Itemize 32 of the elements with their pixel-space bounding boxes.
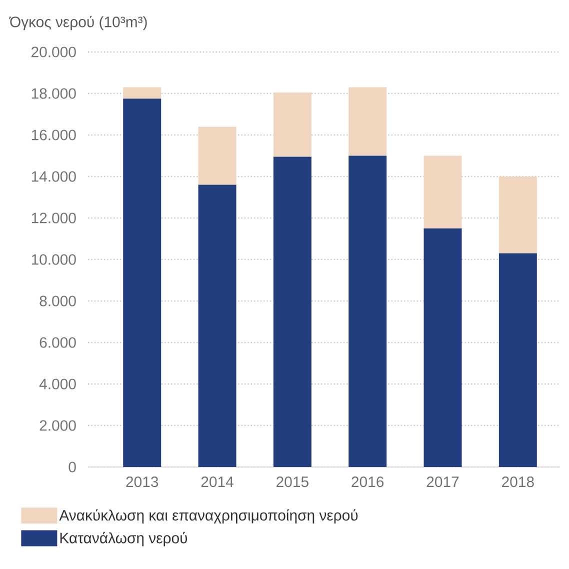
- bar: [123, 87, 162, 99]
- y-tick-label: 6.000: [40, 337, 76, 348]
- bar: [424, 228, 462, 467]
- y-tick-label: 14.000: [32, 171, 76, 182]
- bar: [198, 126, 236, 185]
- bar: [348, 87, 387, 156]
- legend-label: Κατανάλωση νερού: [60, 532, 188, 546]
- y-tick-label: 0: [68, 462, 76, 472]
- bar: [273, 156, 312, 467]
- y-tick-label: 20.000: [32, 46, 76, 58]
- y-tick-label: 18.000: [32, 88, 76, 99]
- bar: [498, 253, 537, 467]
- bar: [348, 156, 387, 467]
- bar: [424, 156, 462, 228]
- y-tick-label: 10.000: [32, 254, 76, 265]
- y-axis-title: Όγκος νερού (10³m³): [9, 16, 147, 30]
- y-tick-label: 2.000: [40, 420, 76, 431]
- legend-label: Ανακύκλωση και επαναχρησιμοποίηση νερού: [59, 509, 358, 524]
- x-tick-label: 2014: [201, 476, 234, 488]
- x-tick-label: 2018: [502, 476, 534, 488]
- y-tick-label: 4.000: [39, 378, 76, 390]
- y-tick-label: 8.000: [40, 296, 76, 306]
- bar: [273, 92, 312, 157]
- bar: [498, 176, 537, 254]
- x-tick-label: 2015: [276, 476, 308, 488]
- y-tick-label: 16.000: [32, 130, 76, 140]
- y-tick-label: 12.000: [32, 212, 76, 224]
- bar: [198, 184, 236, 467]
- bar: [123, 98, 162, 467]
- x-tick-label: 2017: [426, 476, 459, 488]
- x-tick-label: 2016: [352, 476, 384, 488]
- x-tick-label: 2013: [126, 476, 158, 488]
